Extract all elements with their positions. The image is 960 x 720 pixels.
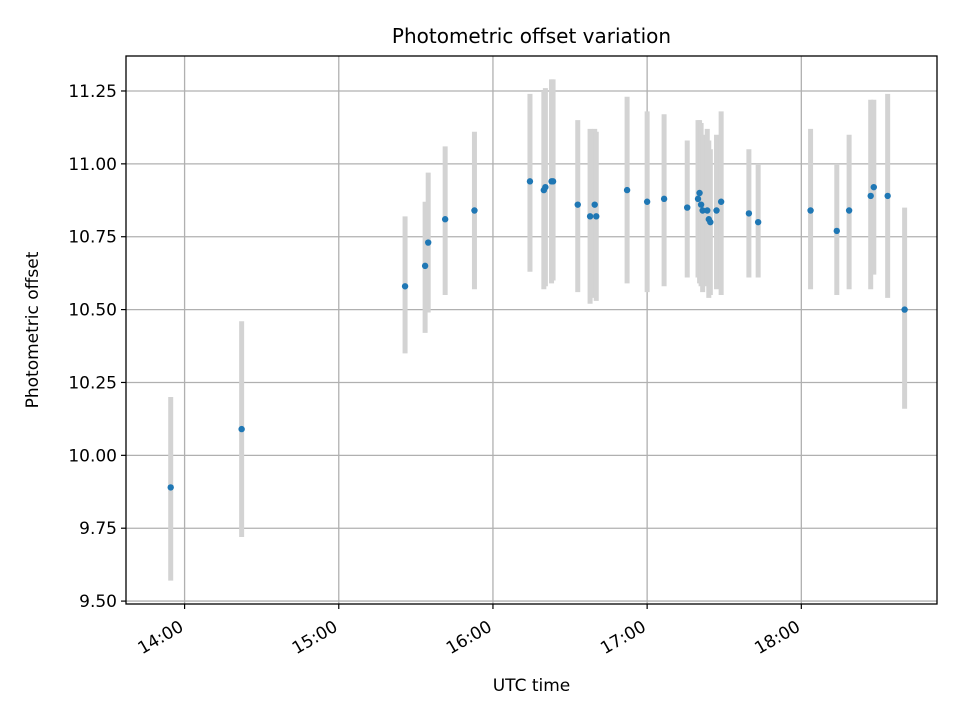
data-point	[704, 207, 711, 214]
data-point	[591, 201, 598, 208]
grid-lines	[126, 56, 937, 604]
data-point	[901, 306, 908, 313]
plot-frame	[125, 55, 938, 605]
data-point	[745, 210, 753, 217]
data-point	[713, 207, 720, 214]
data-point	[717, 198, 725, 205]
data-point	[807, 207, 814, 214]
data-point	[754, 218, 762, 226]
y-axis-ticks: 9.50 9.75 10.00 10.25 10.50 10.75 11.00 11.25	[68, 82, 126, 612]
data-point	[549, 178, 557, 185]
data-point	[542, 183, 549, 191]
y-tick-label: 9.75	[79, 519, 117, 539]
data-point	[623, 186, 631, 194]
data-point	[471, 207, 478, 214]
data-point	[526, 178, 534, 185]
y-tick-label: 10.50	[68, 301, 117, 321]
data-point	[421, 262, 429, 270]
data-point	[586, 213, 594, 220]
data-point	[424, 239, 432, 246]
data-point	[884, 192, 891, 200]
data-point	[845, 207, 853, 214]
y-axis-label: Photometric offset	[23, 251, 43, 408]
data-point	[238, 425, 245, 433]
data-point	[694, 195, 702, 203]
data-point	[593, 213, 600, 220]
y-tick-label: 10.75	[68, 228, 117, 248]
data-point	[643, 198, 651, 205]
y-tick-label: 11.00	[68, 155, 117, 175]
y-tick-label: 11.25	[68, 82, 117, 102]
data-point	[699, 207, 706, 214]
x-axis-label: UTC time	[493, 676, 571, 696]
data-point	[660, 195, 668, 203]
chart-title: Photometric offset variation	[392, 24, 671, 48]
y-tick-label: 9.50	[79, 592, 117, 612]
data-points	[167, 178, 908, 491]
data-point	[441, 216, 449, 223]
data-point	[684, 204, 691, 211]
data-point	[574, 201, 581, 208]
y-tick-label: 10.25	[68, 373, 117, 393]
y-tick-label: 10.00	[68, 446, 117, 466]
data-point	[697, 201, 705, 208]
data-point	[707, 218, 714, 226]
data-point	[833, 227, 840, 235]
data-point	[870, 183, 877, 191]
data-point	[867, 192, 874, 200]
data-point	[696, 189, 703, 197]
data-point	[401, 283, 409, 290]
data-point	[167, 484, 174, 491]
